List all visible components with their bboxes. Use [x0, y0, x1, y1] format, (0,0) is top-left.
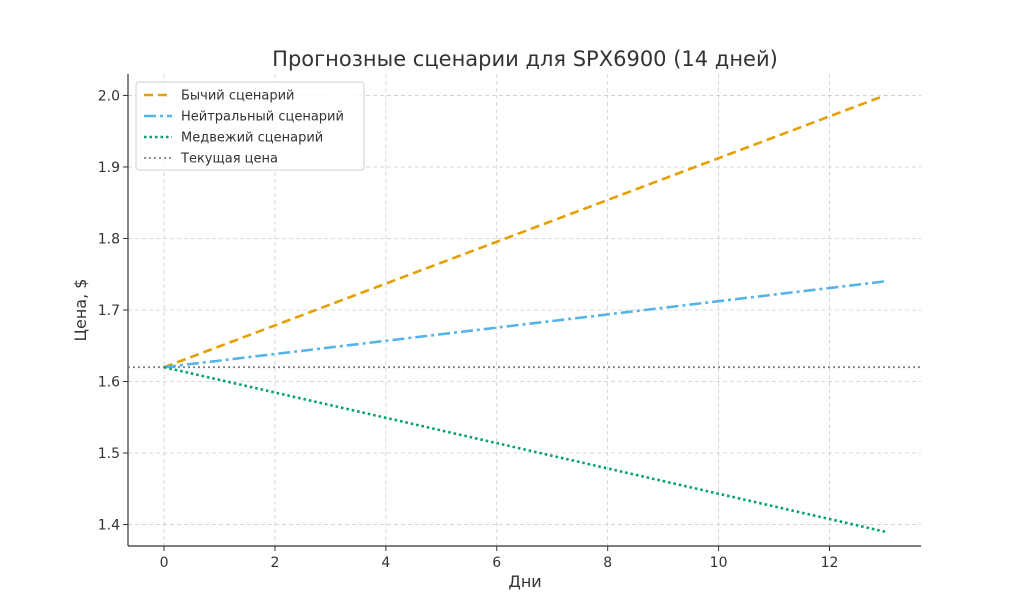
y-tick-label: 1.6	[98, 375, 120, 391]
legend-label: Текущая цена	[180, 152, 278, 167]
legend-item-current-price: Текущая цена	[144, 152, 278, 167]
y-tick-label: 1.7	[98, 303, 120, 319]
x-tick-label: 12	[821, 555, 839, 571]
series-lines	[128, 94, 921, 533]
bear-scenario-line	[163, 365, 886, 533]
legend-label: Нейтральный сценарий	[181, 110, 344, 125]
x-tick-label: 2	[270, 555, 279, 571]
x-tick-label: 10	[710, 555, 728, 571]
x-tick-label: 6	[492, 555, 501, 571]
grid	[128, 74, 921, 546]
legend-label: Бычий сценарий	[181, 89, 295, 104]
x-tick-label: 8	[603, 555, 612, 571]
legend-box	[135, 81, 365, 171]
legend: Бычий сценарий Нейтральный сценарий Медвеж…	[135, 81, 365, 171]
x-tick-label: 4	[381, 555, 390, 571]
legend-label: Медвежий сценарий	[181, 131, 323, 146]
x-tick-label: 0	[160, 555, 169, 571]
y-tick-label: 1.5	[98, 446, 120, 462]
ticks: 0 2 4 6 8 10 12 1.4 1.5 1.6 1.7 1.8 1.9 2.0	[98, 88, 839, 571]
y-tick-label: 2.0	[98, 88, 120, 104]
bull-scenario-line	[163, 94, 886, 369]
chart-title: Прогнозные сценарии для SPX6900 (14 дней…	[272, 47, 778, 71]
y-tick-label: 1.9	[98, 160, 120, 176]
x-axis-label: Дни	[508, 572, 541, 591]
y-tick-label: 1.4	[98, 518, 120, 534]
y-tick-label: 1.8	[98, 231, 120, 247]
legend-item-bull: Бычий сценарий	[144, 89, 295, 104]
neutral-scenario-line	[163, 280, 886, 369]
y-axis-label: Цена, $	[71, 279, 90, 342]
legend-item-neutral: Нейтральный сценарий	[144, 110, 344, 125]
legend-item-bear: Медвежий сценарий	[144, 131, 323, 146]
